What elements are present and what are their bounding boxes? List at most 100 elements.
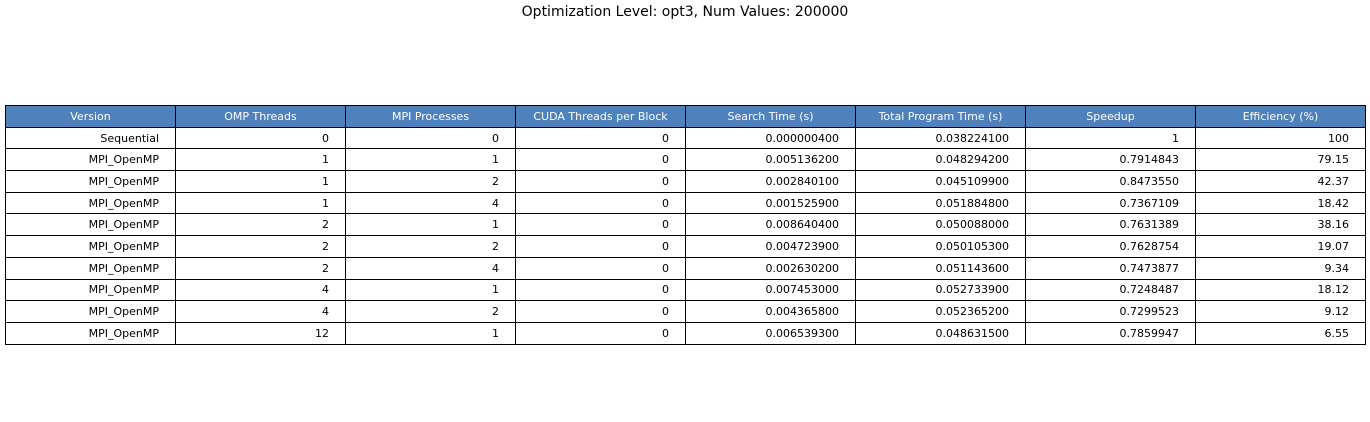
column-header-search-time: Search Time (s): [685, 105, 856, 128]
cell-speedup: 0.7473877: [1025, 256, 1196, 280]
cell-total-time: 0.051884800: [855, 191, 1026, 215]
cell-omp-threads: 2: [175, 256, 346, 280]
cell-speedup: 0.7248487: [1025, 278, 1196, 302]
cell-mpi-processes: 4: [345, 191, 516, 215]
cell-mpi-processes: 1: [345, 278, 516, 302]
column-header-total-time: Total Program Time (s): [855, 105, 1026, 128]
table-row: MPI_OpenMP 2 4 0 0.002630200 0.051143600 0.747…: [5, 256, 1366, 280]
cell-omp-threads: 2: [175, 235, 346, 258]
cell-total-time: 0.045109900: [855, 170, 1026, 193]
cell-speedup: 0.7631389: [1025, 213, 1196, 237]
column-header-efficiency: Efficiency (%): [1195, 105, 1366, 128]
cell-mpi-processes: 1: [345, 148, 516, 172]
cell-efficiency: 18.42: [1195, 191, 1366, 215]
table-row: MPI_OpenMP 1 2 0 0.002840100 0.045109900 0.847…: [5, 170, 1366, 193]
cell-search-time: 0.006539300: [685, 321, 856, 345]
table-row: MPI_OpenMP 1 4 0 0.001525900 0.051884800 0.736…: [5, 191, 1366, 215]
cell-omp-threads: 1: [175, 191, 346, 215]
cell-efficiency: 6.55: [1195, 321, 1366, 345]
cell-version: MPI_OpenMP: [5, 170, 176, 193]
cell-speedup: 0.7914843: [1025, 148, 1196, 172]
cell-version: MPI_OpenMP: [5, 321, 176, 345]
cell-search-time: 0.004365800: [685, 300, 856, 323]
table-row: Sequential 0 0 0 0.000000400 0.038224100 1 100: [5, 126, 1366, 150]
cell-total-time: 0.050088000: [855, 213, 1026, 237]
cell-total-time: 0.052365200: [855, 300, 1026, 323]
cell-speedup: 0.8473550: [1025, 170, 1196, 193]
cell-mpi-processes: 0: [345, 126, 516, 150]
cell-version: MPI_OpenMP: [5, 191, 176, 215]
cell-cuda-threads: 0: [515, 300, 686, 323]
cell-cuda-threads: 0: [515, 170, 686, 193]
cell-total-time: 0.052733900: [855, 278, 1026, 302]
cell-mpi-processes: 2: [345, 235, 516, 258]
table-body: Sequential 0 0 0 0.000000400 0.038224100 1 100 M…: [5, 126, 1366, 345]
cell-total-time: 0.048631500: [855, 321, 1026, 345]
cell-efficiency: 9.34: [1195, 256, 1366, 280]
cell-mpi-processes: 1: [345, 321, 516, 345]
table-row: MPI_OpenMP 1 1 0 0.005136200 0.048294200 0.791…: [5, 148, 1366, 172]
table-row: MPI_OpenMP 12 1 0 0.006539300 0.048631500 0.78…: [5, 321, 1366, 345]
cell-cuda-threads: 0: [515, 256, 686, 280]
cell-version: MPI_OpenMP: [5, 213, 176, 237]
cell-omp-threads: 2: [175, 213, 346, 237]
cell-cuda-threads: 0: [515, 321, 686, 345]
cell-version: MPI_OpenMP: [5, 300, 176, 323]
cell-total-time: 0.048294200: [855, 148, 1026, 172]
cell-omp-threads: 1: [175, 170, 346, 193]
cell-speedup: 1: [1025, 126, 1196, 150]
cell-efficiency: 100: [1195, 126, 1366, 150]
results-table: Version OMP Threads MPI Processes CUDA T…: [5, 105, 1366, 345]
cell-efficiency: 79.15: [1195, 148, 1366, 172]
column-header-mpi-processes: MPI Processes: [345, 105, 516, 128]
column-header-omp-threads: OMP Threads: [175, 105, 346, 128]
cell-cuda-threads: 0: [515, 148, 686, 172]
cell-search-time: 0.005136200: [685, 148, 856, 172]
table-row: MPI_OpenMP 4 2 0 0.004365800 0.052365200 0.729…: [5, 300, 1366, 323]
cell-omp-threads: 12: [175, 321, 346, 345]
column-header-version: Version: [5, 105, 176, 128]
cell-search-time: 0.000000400: [685, 126, 856, 150]
cell-version: Sequential: [5, 126, 176, 150]
cell-cuda-threads: 0: [515, 191, 686, 215]
cell-search-time: 0.008640400: [685, 213, 856, 237]
cell-search-time: 0.002630200: [685, 256, 856, 280]
cell-efficiency: 42.37: [1195, 170, 1366, 193]
table-row: MPI_OpenMP 2 1 0 0.008640400 0.050088000 0.763…: [5, 213, 1366, 237]
cell-efficiency: 38.16: [1195, 213, 1366, 237]
table-header-row: Version OMP Threads MPI Processes CUDA T…: [5, 105, 1366, 128]
cell-speedup: 0.7367109: [1025, 191, 1196, 215]
cell-omp-threads: 4: [175, 278, 346, 302]
cell-cuda-threads: 0: [515, 235, 686, 258]
cell-speedup: 0.7859947: [1025, 321, 1196, 345]
cell-total-time: 0.038224100: [855, 126, 1026, 150]
cell-mpi-processes: 4: [345, 256, 516, 280]
cell-efficiency: 19.07: [1195, 235, 1366, 258]
cell-cuda-threads: 0: [515, 278, 686, 302]
table-row: MPI_OpenMP 4 1 0 0.007453000 0.052733900 0.724…: [5, 278, 1366, 302]
column-header-speedup: Speedup: [1025, 105, 1196, 128]
cell-speedup: 0.7299523: [1025, 300, 1196, 323]
cell-search-time: 0.004723900: [685, 235, 856, 258]
cell-speedup: 0.7628754: [1025, 235, 1196, 258]
cell-mpi-processes: 2: [345, 170, 516, 193]
cell-search-time: 0.002840100: [685, 170, 856, 193]
chart-title: Optimization Level: opt3, Num Values: 20…: [521, 4, 849, 20]
table-row: MPI_OpenMP 2 2 0 0.004723900 0.050105300 0.762…: [5, 235, 1366, 258]
cell-efficiency: 9.12: [1195, 300, 1366, 323]
cell-cuda-threads: 0: [515, 213, 686, 237]
cell-version: MPI_OpenMP: [5, 148, 176, 172]
cell-omp-threads: 4: [175, 300, 346, 323]
cell-total-time: 0.050105300: [855, 235, 1026, 258]
cell-omp-threads: 0: [175, 126, 346, 150]
cell-version: MPI_OpenMP: [5, 256, 176, 280]
cell-omp-threads: 1: [175, 148, 346, 172]
cell-version: MPI_OpenMP: [5, 278, 176, 302]
cell-efficiency: 18.12: [1195, 278, 1366, 302]
cell-search-time: 0.001525900: [685, 191, 856, 215]
cell-cuda-threads: 0: [515, 126, 686, 150]
cell-total-time: 0.051143600: [855, 256, 1026, 280]
cell-version: MPI_OpenMP: [5, 235, 176, 258]
column-header-cuda-threads: CUDA Threads per Block: [515, 105, 686, 128]
cell-search-time: 0.007453000: [685, 278, 856, 302]
